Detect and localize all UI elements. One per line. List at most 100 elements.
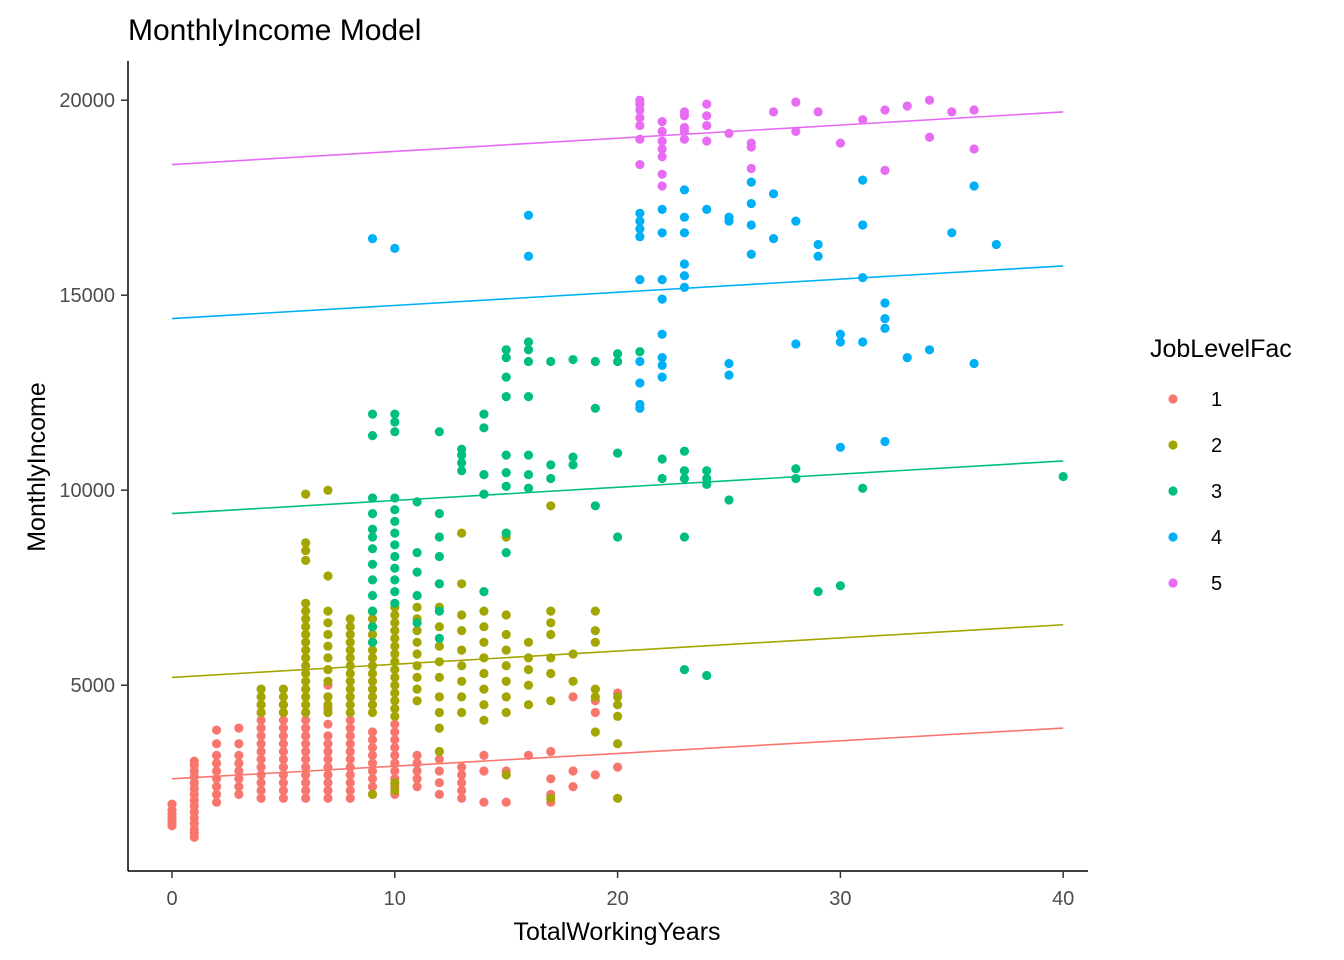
point-level-4: [657, 360, 667, 370]
point-level-4: [880, 298, 890, 308]
point-level-2: [479, 715, 489, 725]
legend-label-3: 3: [1211, 481, 1222, 503]
point-level-1: [457, 778, 467, 788]
point-level-3: [501, 468, 511, 478]
point-level-4: [724, 358, 734, 369]
point-level-4: [390, 243, 400, 253]
legend-label-5: 5: [1211, 573, 1222, 595]
point-level-2: [412, 637, 422, 647]
point-level-2: [301, 489, 311, 499]
legend: JobLevelFac 1 2 3 4 5: [1150, 335, 1292, 595]
point-level-4: [858, 337, 868, 347]
point-level-2: [479, 622, 489, 632]
point-level-4: [746, 220, 756, 230]
point-level-2: [546, 653, 556, 663]
point-level-3: [367, 637, 378, 647]
point-level-1: [568, 766, 578, 776]
y-tick-label: 15000: [59, 285, 115, 307]
point-level-2: [546, 501, 556, 511]
point-level-2: [501, 770, 511, 780]
point-level-4: [523, 251, 534, 261]
y-tick-label: 10000: [59, 480, 115, 502]
point-level-4: [635, 356, 645, 367]
point-level-2: [367, 668, 378, 679]
point-level-4: [902, 353, 912, 363]
point-level-2: [323, 653, 333, 663]
point-level-2: [546, 668, 556, 679]
point-level-5: [657, 152, 667, 162]
point-level-3: [702, 670, 712, 681]
point-level-4: [880, 436, 890, 447]
point-level-4: [791, 216, 801, 226]
point-level-2: [367, 692, 378, 702]
point-level-5: [702, 136, 712, 146]
point-level-5: [635, 159, 645, 170]
point-level-1: [367, 735, 378, 745]
point-level-5: [635, 113, 645, 123]
point-level-2: [345, 661, 355, 671]
point-level-3: [390, 563, 400, 573]
point-level-1: [256, 785, 266, 796]
point-level-3: [679, 466, 690, 476]
point-level-3: [390, 409, 400, 419]
point-level-2: [278, 700, 288, 710]
point-level-2: [434, 746, 444, 757]
point-level-1: [211, 774, 222, 784]
legend-label-2: 2: [1211, 435, 1222, 457]
point-level-2: [323, 629, 333, 640]
point-level-1: [412, 750, 422, 761]
point-level-2: [546, 696, 556, 706]
point-level-1: [256, 754, 266, 764]
point-level-1: [434, 789, 444, 800]
point-level-1: [256, 739, 266, 749]
point-level-2: [590, 606, 600, 616]
point-level-2: [323, 707, 333, 718]
point-level-2: [345, 676, 355, 686]
point-level-2: [367, 684, 378, 694]
point-level-3: [457, 458, 467, 468]
point-level-2: [434, 622, 444, 632]
point-level-3: [390, 493, 400, 503]
point-level-1: [390, 727, 400, 737]
point-level-4: [679, 212, 690, 222]
point-level-2: [367, 789, 378, 800]
point-level-1: [278, 746, 288, 757]
point-level-1: [590, 707, 600, 718]
point-level-1: [323, 739, 333, 749]
point-level-4: [880, 314, 890, 324]
point-level-3: [679, 473, 690, 484]
point-level-2: [367, 700, 378, 710]
y-ticks: 5000 10000 15000 20000: [59, 90, 128, 697]
point-level-1: [323, 770, 333, 780]
point-level-2: [412, 684, 422, 694]
point-level-1: [278, 770, 288, 780]
point-level-2: [301, 629, 311, 640]
point-level-2: [590, 626, 600, 636]
point-level-2: [390, 696, 400, 706]
point-level-2: [434, 692, 444, 702]
point-level-5: [969, 144, 979, 154]
point-level-2: [301, 700, 311, 710]
point-level-2: [523, 665, 534, 675]
fit-line-level-5: [171, 111, 1064, 166]
chart-title: MonthlyIncome Model: [128, 14, 421, 47]
point-level-3: [479, 470, 489, 480]
point-level-1: [323, 754, 333, 764]
point-level-5: [969, 105, 979, 115]
point-level-3: [367, 590, 378, 601]
point-level-2: [568, 676, 578, 686]
point-level-2: [390, 778, 400, 788]
point-level-1: [590, 770, 600, 780]
point-level-2: [278, 707, 288, 718]
point-level-1: [211, 766, 222, 776]
point-level-1: [211, 750, 222, 761]
point-level-4: [635, 378, 645, 388]
point-level-2: [590, 684, 600, 694]
point-level-3: [479, 489, 489, 499]
point-level-2: [390, 641, 400, 651]
point-level-2: [412, 661, 422, 671]
point-level-4: [635, 275, 645, 285]
point-level-2: [613, 700, 623, 710]
point-level-1: [256, 770, 266, 780]
point-level-3: [367, 532, 378, 542]
